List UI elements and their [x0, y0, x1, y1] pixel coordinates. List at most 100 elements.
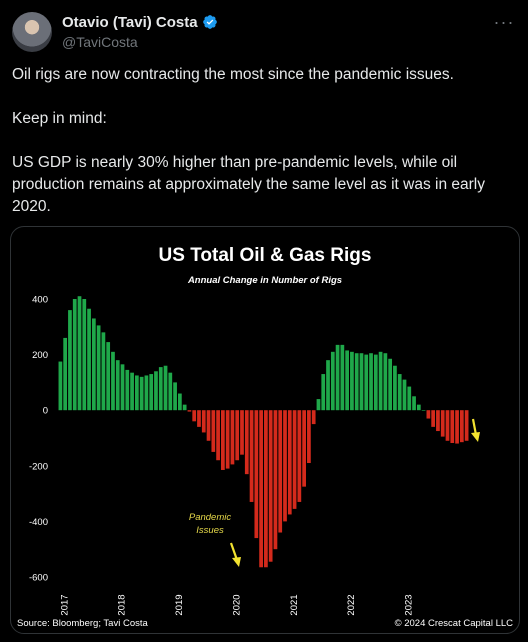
- chart-bar: [321, 374, 326, 411]
- x-tick-label: 2021: [289, 594, 300, 615]
- chart-bar: [120, 364, 125, 411]
- tweet-paragraph: Keep in mind:: [12, 110, 107, 127]
- chart-subtitle: Annual Change in Number of Rigs: [187, 275, 342, 286]
- chart-bar: [445, 410, 450, 441]
- chart-bar: [264, 410, 268, 568]
- tweet-text: Oil rigs are now contracting the most si…: [12, 64, 516, 240]
- chart-title: US Total Oil & Gas Rigs: [159, 245, 372, 266]
- chart-bar: [311, 410, 316, 425]
- chart-bar: [111, 351, 115, 411]
- annotation-pandemic: Pandemic: [189, 512, 231, 523]
- chart-bar: [187, 410, 192, 412]
- chart-bar: [316, 399, 321, 411]
- y-tick-label: -400: [29, 517, 48, 528]
- chart-bar: [292, 410, 297, 509]
- annotation-issues: Issues: [196, 525, 224, 536]
- chart-bar: [307, 410, 311, 464]
- author-name[interactable]: Otavio (Tavi) Costa: [62, 14, 218, 31]
- chart-bar: [192, 410, 197, 422]
- y-tick-label: -200: [29, 461, 48, 472]
- chart-bar: [130, 372, 134, 411]
- chart-bar: [211, 410, 216, 452]
- chart-bar: [278, 410, 283, 533]
- chart-image-card[interactable]: US Total Oil & Gas Rigs Annual Change in…: [10, 226, 520, 634]
- chart-bar: [383, 353, 388, 411]
- chart-bar: [244, 410, 249, 475]
- chart-bar: [354, 353, 359, 411]
- chart-bar: [230, 410, 235, 465]
- avatar[interactable]: [12, 12, 52, 52]
- author-handle[interactable]: @TaviCosta: [62, 34, 138, 50]
- chart-bar: [259, 410, 263, 568]
- chart-bar: [106, 342, 111, 411]
- chart-bar: [249, 410, 254, 502]
- chart-bar: [240, 410, 244, 455]
- chart-bar: [154, 371, 158, 411]
- chart-bar: [72, 299, 77, 411]
- chart-bar: [369, 353, 373, 411]
- x-tick-label: 2019: [174, 594, 185, 615]
- chart-bar: [216, 410, 220, 461]
- chart-bar: [254, 410, 259, 539]
- chart-bar: [68, 310, 72, 411]
- more-options-icon[interactable]: ···: [493, 12, 515, 32]
- chart-bar: [459, 410, 464, 443]
- chart-bar: [436, 410, 440, 432]
- chart-bar: [440, 410, 445, 437]
- verified-badge-icon: [202, 15, 217, 29]
- chart-bar: [96, 325, 101, 411]
- chart-bar: [364, 354, 369, 411]
- chart-bar: [101, 332, 106, 411]
- chart-bar: [158, 367, 163, 411]
- chart-bar: [149, 374, 154, 411]
- chart-bar: [326, 360, 330, 411]
- chart-bar: [77, 296, 82, 411]
- chart-bar: [378, 351, 383, 411]
- chart-bar: [426, 410, 431, 419]
- y-tick-label: -600: [29, 573, 48, 584]
- chart-copyright: © 2024 Crescat Capital LLC: [395, 618, 514, 629]
- chart-bar: [283, 410, 287, 522]
- chart-bar: [58, 361, 63, 411]
- chart-bar: [302, 410, 306, 487]
- y-tick-label: 400: [32, 295, 48, 306]
- chart-bar: [407, 386, 412, 411]
- x-tick-label: 2023: [403, 594, 414, 615]
- chart-source: Source: Bloomberg; Tavi Costa: [17, 618, 148, 629]
- chart-bar: [139, 376, 144, 411]
- tweet-paragraph: US GDP is nearly 30% higher than pre-pan…: [12, 154, 490, 215]
- yellow-arrow-icon: [229, 542, 241, 567]
- chart-bar: [397, 374, 402, 411]
- chart-bar: [115, 360, 120, 411]
- chart-bar: [63, 337, 68, 411]
- yellow-arrow-icon: [471, 418, 480, 442]
- chart-bar: [402, 379, 407, 411]
- y-tick-label: 0: [43, 406, 48, 417]
- chart-bar: [431, 410, 436, 427]
- chart-bar: [173, 382, 177, 411]
- chart-bar: [182, 404, 187, 411]
- chart-bar: [335, 344, 340, 411]
- chart-bar: [287, 410, 292, 515]
- chart-bar: [388, 358, 393, 411]
- chart-bar: [297, 410, 302, 502]
- chart-bar: [87, 308, 91, 411]
- chart-bar: [225, 410, 230, 469]
- chart-bar: [268, 410, 273, 562]
- chart-bar: [178, 393, 182, 411]
- chart-bar: [464, 410, 469, 441]
- chart-bar: [221, 410, 225, 470]
- chart-bar: [82, 299, 87, 411]
- chart-bar: [163, 365, 168, 411]
- x-tick-label: 2020: [231, 594, 242, 615]
- chart-bar: [206, 410, 211, 441]
- author-name-text[interactable]: Otavio (Tavi) Costa: [62, 14, 198, 31]
- chart-bar: [144, 375, 149, 411]
- x-tick-label: 2022: [346, 594, 357, 615]
- chart-bar: [330, 351, 335, 411]
- x-tick-label: 2017: [59, 594, 70, 615]
- chart-bar: [91, 318, 96, 411]
- chart-bar: [350, 351, 354, 411]
- chart-bar: [273, 410, 278, 550]
- tweet-header: Otavio (Tavi) Costa @TaviCosta ···: [12, 10, 516, 54]
